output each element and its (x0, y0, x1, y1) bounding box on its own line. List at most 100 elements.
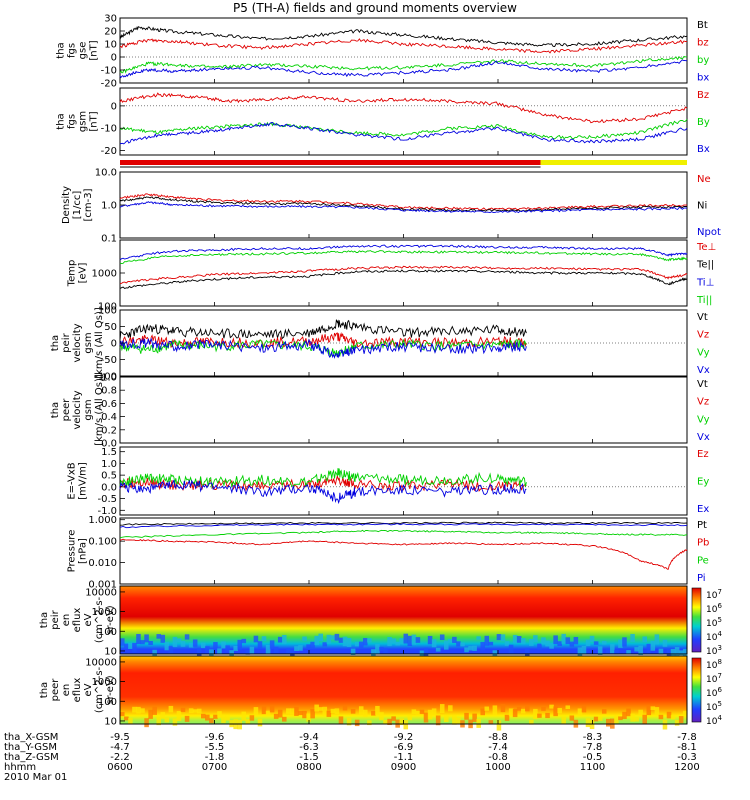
spectrogram-texture (399, 718, 404, 725)
spectrogram-texture (464, 647, 469, 653)
ephemeris-row-label: tha_Z-GSM (4, 752, 59, 763)
series-line-Ey (119, 468, 527, 489)
y-tick-label: 1000 (92, 607, 117, 618)
spectrogram-texture (144, 718, 149, 728)
y-axis-label: (cm^2-s- (94, 596, 105, 643)
spectrogram-texture (610, 644, 615, 654)
spectrogram-texture (140, 708, 145, 713)
spectrogram-texture (439, 634, 445, 641)
spectrogram-texture (541, 637, 546, 645)
y-axis-label: velocity (72, 323, 83, 362)
spectrogram-texture (338, 716, 344, 724)
spectrogram-texture (241, 638, 247, 644)
y-axis-label: eflux (72, 678, 83, 703)
y-axis-label: [nT] (89, 40, 100, 60)
spectrogram-texture (322, 642, 328, 647)
spectrogram-texture (192, 709, 198, 713)
mode-bar-yellow (540, 160, 687, 165)
y-axis-label: [nPa] (78, 538, 89, 564)
spectrogram-texture (160, 712, 166, 719)
spectrogram-texture (367, 720, 372, 726)
spectrogram-texture (496, 634, 502, 641)
panel-gsm (119, 87, 688, 156)
spectrogram-texture (136, 633, 141, 645)
y-tick-label: -10 (101, 66, 117, 77)
spectrogram-texture (630, 633, 635, 642)
spectrogram-texture (435, 647, 441, 652)
legend-label-Pb: Pb (697, 538, 709, 549)
series-line-By (119, 119, 688, 140)
date-label: 2010 Mar 01 (4, 772, 67, 783)
spectrogram-texture (265, 644, 271, 654)
y-tick-label: 0.1 (101, 234, 117, 245)
ephemeris-value: -8.8 (488, 732, 508, 743)
panel-fgs (119, 17, 688, 84)
spectrogram-texture (678, 650, 684, 656)
spectrogram-texture (488, 641, 494, 646)
spectrogram-texture (444, 715, 449, 723)
y-tick-label: 10000 (85, 587, 117, 598)
series-line-Ti|| (119, 250, 688, 264)
y-tick-label: 0.5 (101, 471, 117, 482)
spectrogram-texture (383, 719, 388, 724)
spectrogram-texture (537, 713, 542, 718)
spectrogram-texture (427, 635, 433, 645)
y-axis-label: (cm^2-s- (94, 666, 105, 713)
y-tick-label: 10 (104, 646, 117, 657)
spectrogram-image (120, 656, 687, 724)
y-tick-label: 1.000 (88, 515, 117, 526)
spectrogram-texture (492, 650, 498, 657)
spectrogram-texture (403, 633, 409, 644)
legend-label-Bt: Bt (697, 20, 708, 31)
spectrogram-texture (581, 705, 587, 713)
spectrogram-texture (658, 714, 664, 720)
spectrogram-texture (354, 719, 360, 727)
y-axis-label: gsm (83, 332, 94, 353)
y-axis-label: tha (50, 402, 61, 418)
spectrogram-texture (545, 640, 550, 647)
series-line-Te⊥ (119, 265, 688, 285)
ephemeris-value: -0.3 (677, 752, 697, 763)
legend-label-Vx: Vx (697, 365, 710, 376)
y-axis-label: gsm (78, 111, 89, 132)
spectrogram-texture (630, 713, 635, 722)
spectrogram-texture (460, 642, 465, 647)
spectrogram-texture (269, 640, 275, 649)
y-tick-label: 0 (111, 339, 117, 350)
y-axis-label: sr-eV) (105, 605, 116, 634)
spectrogram-texture (577, 708, 583, 716)
spectrogram-texture (302, 710, 307, 719)
y-tick-label: -1.0 (97, 506, 117, 517)
spectrogram-texture (314, 635, 319, 646)
spectrogram-texture (363, 709, 368, 717)
spectrogram-texture (415, 710, 421, 715)
ephemeris-row-label: hhmm (4, 762, 36, 773)
spectrogram-texture (387, 718, 392, 725)
panel-peir (119, 309, 688, 377)
colorbar-tick-label: 106 (706, 602, 722, 615)
spectrogram-texture (395, 642, 400, 646)
spectrogram-texture (188, 642, 194, 648)
mode-bar-red (120, 160, 541, 165)
y-axis-label: Density (61, 186, 72, 224)
series-line-Bt (119, 25, 688, 47)
y-axis-label: velocity (72, 390, 83, 429)
legend-label-Bz: Bz (697, 90, 709, 101)
spectrogram-texture (176, 710, 182, 722)
spectrogram-texture (484, 706, 490, 711)
spectrogram-texture (626, 708, 631, 717)
spectrogram-texture (184, 634, 190, 640)
spectrogram-texture (290, 649, 295, 656)
y-tick-label: 0.0 (101, 439, 117, 450)
spectrogram-texture (650, 706, 656, 711)
legend-label-Ez: Ez (697, 449, 709, 460)
panel-frame (119, 171, 688, 239)
spectrogram-texture (172, 636, 178, 647)
spectrogram-texture (577, 647, 583, 658)
spectrogram-texture (642, 636, 647, 643)
y-tick-label: 0.6 (101, 399, 117, 410)
y-axis-label: eV (83, 613, 94, 626)
legend-label-By: By (697, 117, 710, 128)
spectrogram-texture (290, 708, 295, 715)
spectrogram-texture (261, 636, 267, 642)
